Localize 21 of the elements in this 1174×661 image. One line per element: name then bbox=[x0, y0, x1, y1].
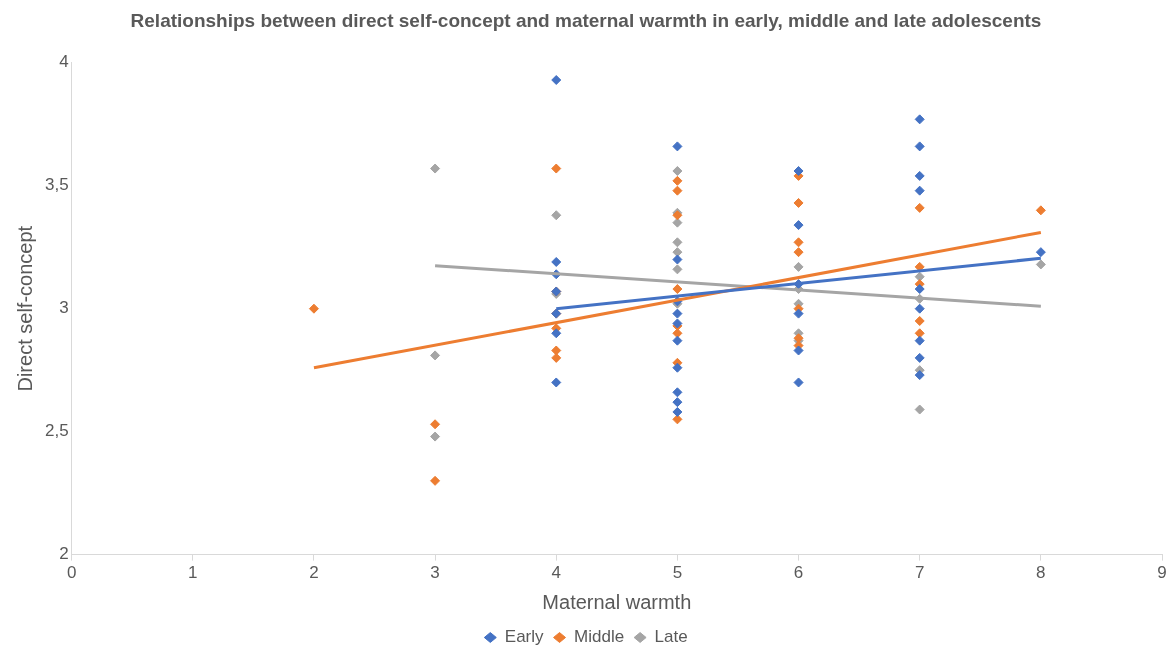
y-tick-label: 2 bbox=[59, 544, 69, 564]
x-axis-title: Maternal warmth bbox=[542, 590, 692, 613]
y-axis-title: Direct self-concept bbox=[13, 225, 36, 392]
x-tick-label: 2 bbox=[309, 563, 319, 583]
x-tick-label: 3 bbox=[430, 563, 440, 583]
x-tick-label: 4 bbox=[551, 563, 561, 583]
x-tick-label: 0 bbox=[66, 563, 77, 583]
x-tick-label: 9 bbox=[1157, 563, 1167, 583]
legend-label: Late bbox=[654, 627, 688, 647]
legend-label: Early bbox=[504, 627, 545, 647]
y-tick-label: 3,5 bbox=[44, 175, 69, 195]
x-tick-label: 1 bbox=[188, 563, 198, 583]
y-tick-label: 3 bbox=[59, 298, 69, 318]
y-tick-label: 4 bbox=[59, 52, 69, 72]
x-tick-label: 8 bbox=[1036, 563, 1046, 583]
legend-label: Middle bbox=[574, 627, 625, 647]
x-tick-label: 6 bbox=[793, 563, 804, 583]
chart-title: Relationships between direct self-concept and maternal warmth in early, middle and late adolescents bbox=[130, 9, 1042, 31]
x-tick-label: 7 bbox=[914, 563, 925, 583]
y-tick-label: 2,5 bbox=[44, 421, 69, 441]
x-tick-label: 5 bbox=[672, 563, 683, 583]
